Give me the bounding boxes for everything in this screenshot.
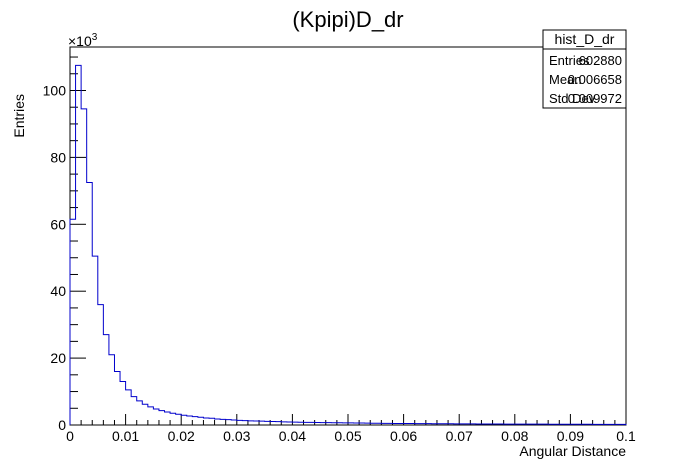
y-tick-label: 0 [58,417,66,433]
stats-mean-value: 0.006658 [568,72,622,87]
y-axis: 0 20 40 60 80 100 [43,56,86,433]
stats-stddev-value: 0.009972 [568,91,622,106]
x-tick-label: 0.06 [390,428,417,444]
stats-stddev-label: Std Dev [549,91,596,106]
x-tick-label: 0.03 [223,428,250,444]
stats-box: hist_D_dr Entries 602880 Mean 0.006658 S… [542,29,627,109]
x-tick-label: 0.1 [616,428,636,444]
x-tick-label: 0.09 [557,428,584,444]
x-tick-label: 0 [66,428,74,444]
x-axis: 0 0.01 0.02 0.03 0.04 0.05 0.06 0.07 0.08 0.09 0.1 [66,414,636,444]
x-tick-label: 0.07 [446,428,473,444]
x-tick-label: 0.02 [168,428,195,444]
x-tick-label: 0.01 [112,428,139,444]
stats-entries-value: 602880 [579,53,622,68]
stats-entries-label: Entries [549,53,590,68]
histogram-line [69,64,627,425]
stats-box-title: hist_D_dr [555,31,615,47]
x-tick-label: 0.05 [334,428,361,444]
chart-title: (Kpipi)D_dr [292,7,403,32]
y-axis-multiplier-exponent: 3 [92,32,98,43]
y-tick-label: 20 [50,350,66,366]
stats-box-frame [542,29,627,109]
y-axis-multiplier: ×103 [68,32,98,49]
y-tick-label: 80 [50,149,66,165]
y-tick-label: 100 [43,82,67,98]
stats-mean-label: Mean [549,72,582,87]
x-tick-label: 0.08 [501,428,528,444]
y-axis-multiplier-base: ×10 [68,33,92,49]
y-tick-label: 60 [50,216,66,232]
x-tick-label: 0.04 [279,428,306,444]
x-axis-label: Angular Distance [519,443,626,459]
y-tick-label: 40 [50,283,66,299]
y-axis-label: Entries [11,94,27,138]
